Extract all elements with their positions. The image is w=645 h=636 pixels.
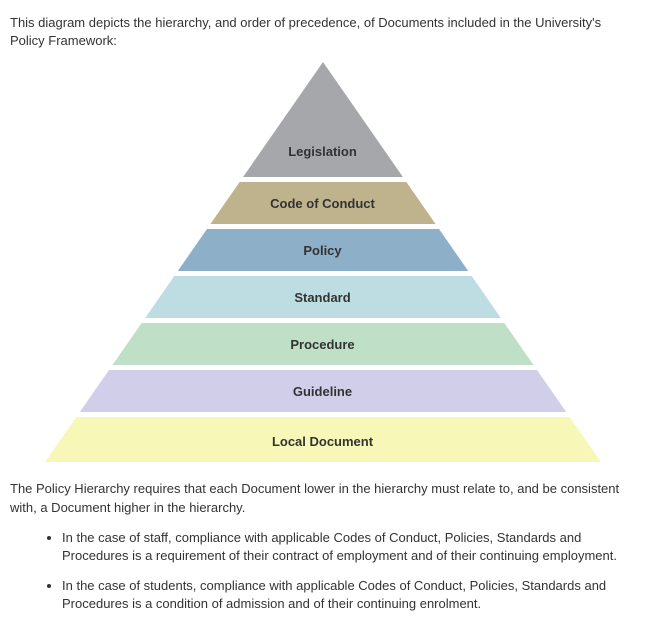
- pyramid-diagram: Legislation Code of Conduct Policy Standard…: [43, 62, 603, 462]
- bullet-list: In the case of staff, compliance with ap…: [10, 529, 635, 614]
- intro-paragraph: This diagram depicts the hierarchy, and …: [10, 14, 635, 50]
- bullet-item: In the case of staff, compliance with ap…: [62, 529, 635, 565]
- outro-paragraph: The Policy Hierarchy requires that each …: [10, 480, 635, 516]
- pyramid-labels-container: Legislation Code of Conduct Policy Standard…: [43, 62, 603, 462]
- pyramid-layer-label: Code of Conduct: [43, 196, 603, 211]
- pyramid-layer-label: Guideline: [43, 384, 603, 399]
- pyramid-layer-label: Standard: [43, 290, 603, 305]
- pyramid-layer-label: Legislation: [43, 144, 603, 159]
- bullet-item: In the case of students, compliance with…: [62, 577, 635, 613]
- pyramid-layer-label: Local Document: [43, 434, 603, 449]
- pyramid-layer-label: Procedure: [43, 337, 603, 352]
- pyramid-layer-label: Policy: [43, 243, 603, 258]
